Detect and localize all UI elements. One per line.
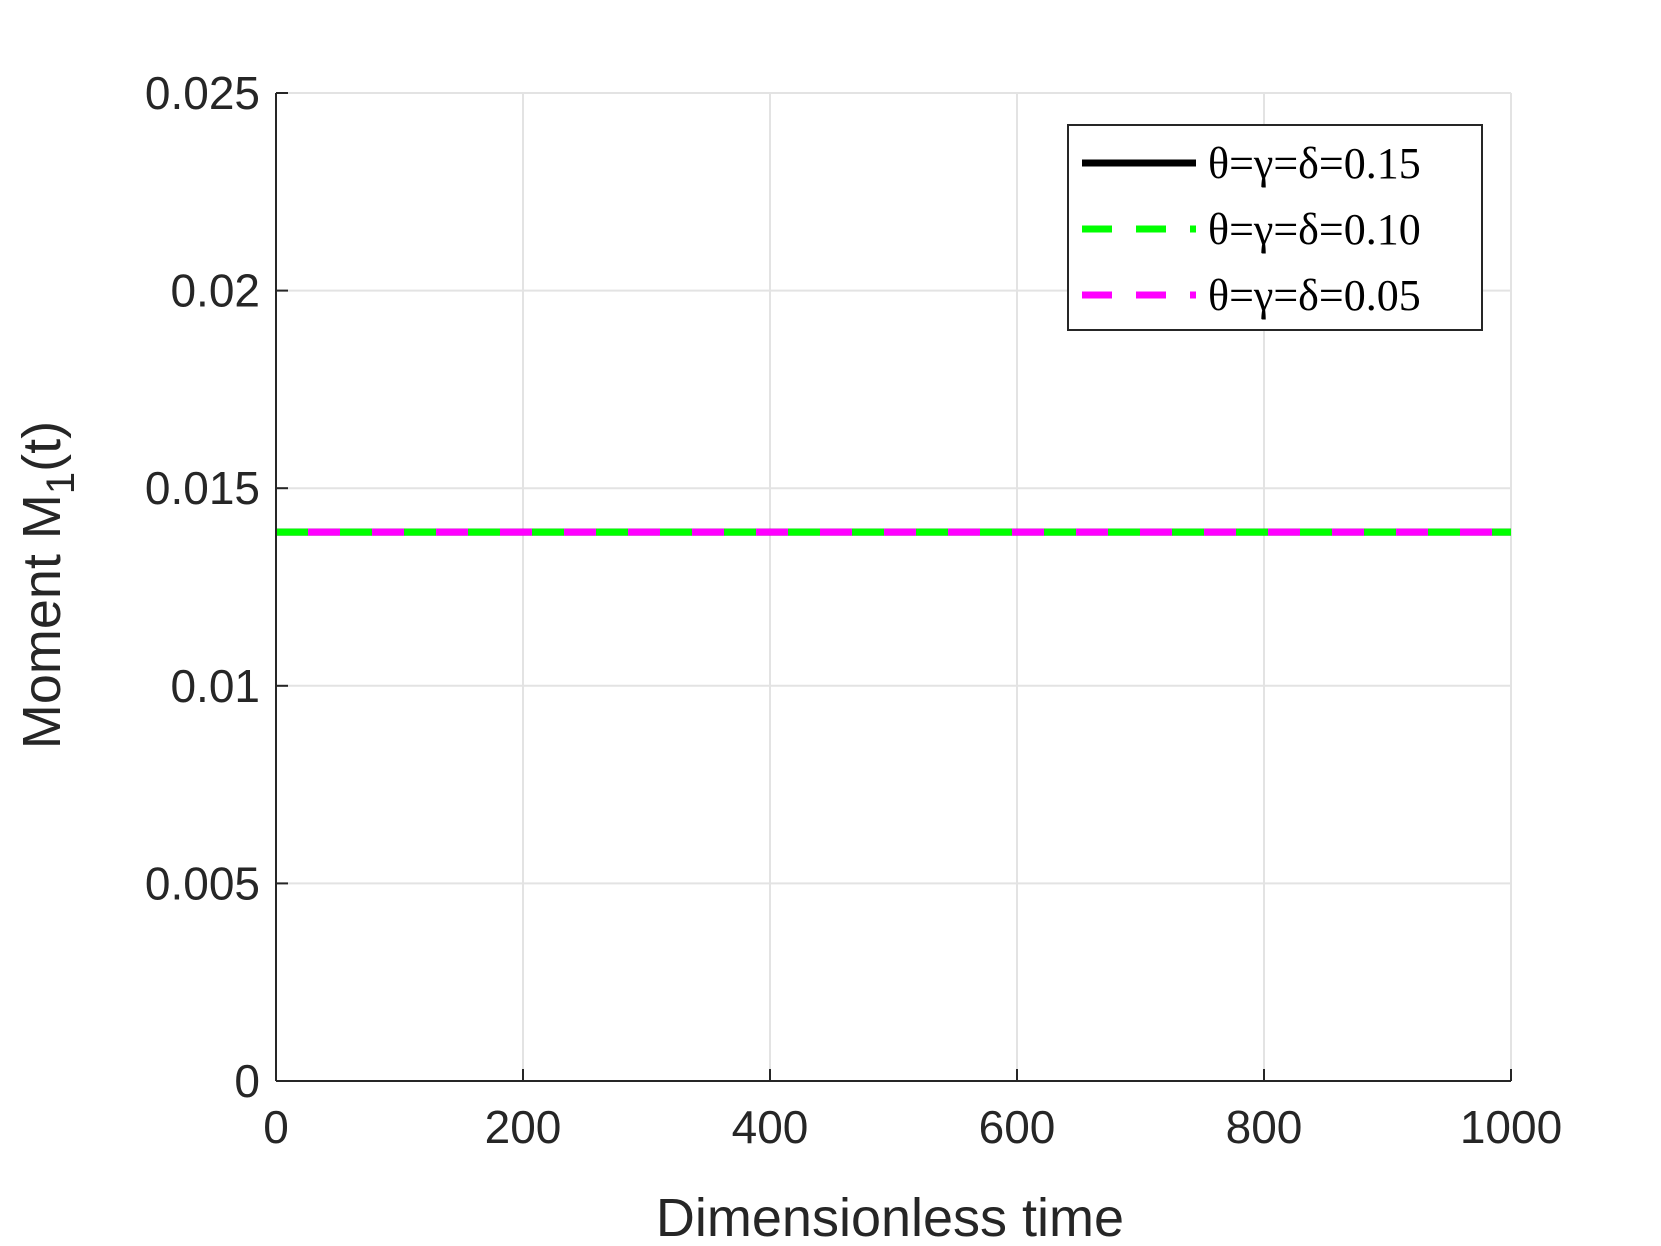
legend: θ=γ=δ=0.15 θ=γ=δ=0.10 θ=γ=δ=0.05 [1067, 124, 1483, 331]
y-axis-ticks: 0 0.005 0.01 0.015 0.02 0.025 [145, 67, 288, 1107]
x-tick-label: 200 [485, 1101, 562, 1153]
y-axis-title-main: Moment M [12, 494, 72, 749]
y-axis-title-subscript: 1 [39, 472, 83, 494]
x-axis-title: Dimensionless time [656, 1188, 1124, 1246]
legend-label-2: θ=γ=δ=0.10 [1208, 205, 1421, 254]
y-tick-label: 0.025 [145, 67, 260, 119]
x-axis-ticks: 0 200 400 600 800 1000 [263, 1069, 1562, 1153]
legend-label-3: θ=γ=δ=0.05 [1208, 271, 1421, 320]
x-tick-label: 400 [732, 1101, 809, 1153]
y-tick-label: 0.01 [170, 660, 260, 712]
y-axis-title: Moment M1(t) [12, 421, 83, 749]
x-tick-label: 600 [979, 1101, 1056, 1153]
y-tick-label: 0.02 [170, 265, 260, 317]
y-axis-title-suffix: (t) [12, 421, 72, 472]
y-tick-label: 0.005 [145, 857, 260, 909]
axes [275, 93, 1511, 1082]
x-tick-label: 800 [1226, 1101, 1303, 1153]
x-tick-label: 0 [263, 1101, 289, 1153]
y-tick-label: 0.015 [145, 462, 260, 514]
x-tick-label: 1000 [1460, 1101, 1562, 1153]
y-tick-label: 0 [234, 1055, 260, 1107]
legend-label-1: θ=γ=δ=0.15 [1208, 139, 1421, 188]
